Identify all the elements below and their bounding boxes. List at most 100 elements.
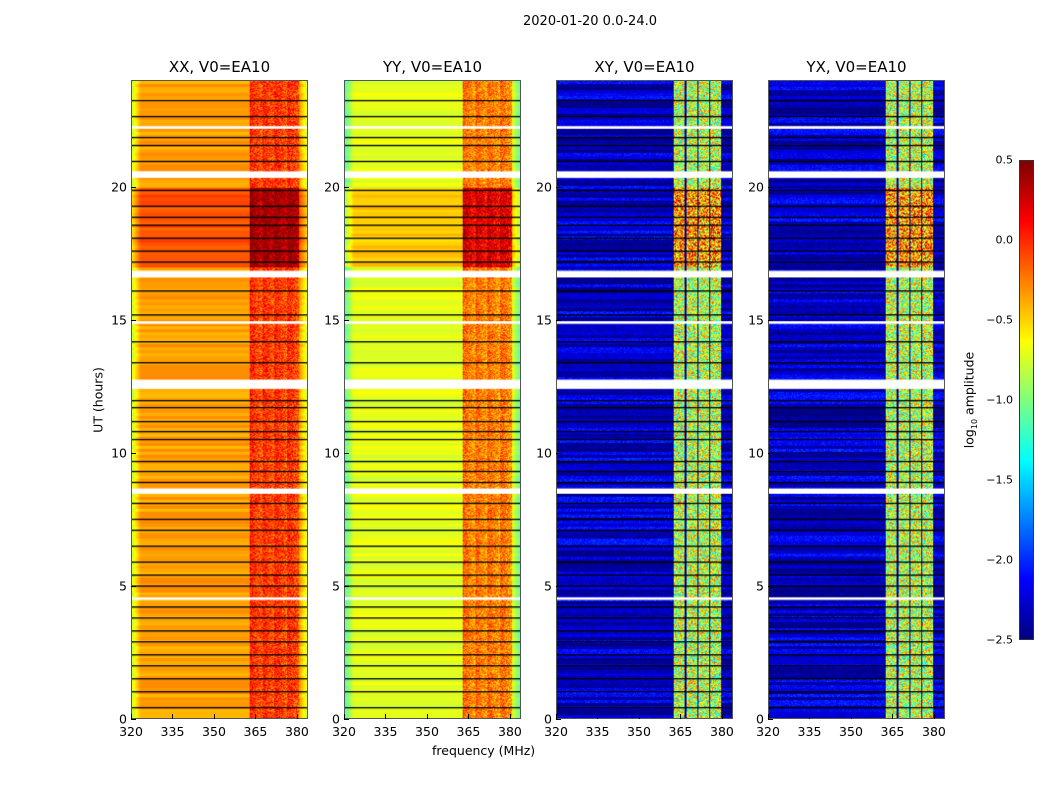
y-tick-label: 0 <box>544 711 552 727</box>
y-tick-label: 15 <box>111 312 127 328</box>
y-tick-mark <box>131 585 136 587</box>
x-tick-mark <box>638 714 640 719</box>
x-tick-label: 365 <box>668 724 693 739</box>
x-tick-label: 335 <box>797 724 822 739</box>
x-tick-mark <box>172 714 174 719</box>
panel-title: YY, V0=EA10 <box>382 58 483 76</box>
y-tick-mark <box>556 452 561 454</box>
x-tick-mark <box>468 714 470 719</box>
heatmap-image <box>557 81 732 718</box>
panel-title: YX, V0=EA10 <box>806 58 907 76</box>
heatmap-image <box>132 81 307 718</box>
y-tick-label: 10 <box>748 445 764 461</box>
y-tick-mark <box>768 186 773 188</box>
x-tick-mark <box>892 714 894 719</box>
y-tick-mark <box>131 452 136 454</box>
x-tick-label: 320 <box>119 724 143 739</box>
y-tick-label: 0 <box>332 711 340 727</box>
y-tick-mark <box>768 719 773 720</box>
colorbar-label-sub: 10 <box>969 418 979 430</box>
x-tick-mark <box>556 714 557 719</box>
y-tick-mark <box>131 186 136 188</box>
y-tick-label: 0 <box>756 711 764 727</box>
x-tick-mark <box>344 714 345 719</box>
y-tick-label: 15 <box>748 312 764 328</box>
x-tick-label: 350 <box>415 724 439 739</box>
x-tick-mark <box>850 714 852 719</box>
colorbar-label-main: log <box>961 429 977 449</box>
y-tick-mark <box>768 452 773 454</box>
y-tick-label: 20 <box>111 179 127 194</box>
x-tick-mark <box>933 714 935 719</box>
x-axis-label: frequency (MHz) <box>432 743 536 758</box>
y-tick-label: 20 <box>748 179 764 194</box>
colorbar-tick-label: −2.0 <box>986 553 1013 567</box>
colorbar-label: log10 amplitude <box>961 352 979 448</box>
heatmap-panel <box>131 80 308 719</box>
y-tick-label: 15 <box>536 312 552 328</box>
x-tick-mark <box>131 714 132 719</box>
y-tick-label: 15 <box>324 312 340 328</box>
colorbar-gradient <box>1020 161 1033 639</box>
y-tick-mark <box>131 719 136 720</box>
x-tick-mark <box>213 714 215 719</box>
x-tick-label: 335 <box>373 724 398 739</box>
x-tick-label: 380 <box>710 724 734 739</box>
y-tick-mark <box>344 186 349 188</box>
x-tick-mark <box>426 714 428 719</box>
colorbar-tick-label: 0.5 <box>995 153 1014 167</box>
y-tick-label: 5 <box>119 578 127 594</box>
x-tick-label: 320 <box>756 724 780 739</box>
x-tick-label: 380 <box>922 724 946 739</box>
figure-title: 2020-01-20 0.0-24.0 <box>523 14 657 29</box>
x-tick-label: 365 <box>880 724 905 739</box>
heatmap-panel <box>768 80 945 719</box>
x-tick-mark <box>296 714 298 719</box>
y-tick-mark <box>556 719 561 720</box>
y-tick-label: 5 <box>544 578 552 594</box>
y-tick-mark <box>556 585 561 587</box>
x-tick-label: 335 <box>160 724 185 739</box>
y-tick-mark <box>344 719 349 720</box>
x-tick-label: 380 <box>498 724 522 739</box>
y-tick-label: 10 <box>536 445 552 461</box>
x-tick-label: 350 <box>839 724 863 739</box>
y-tick-mark <box>344 585 349 587</box>
x-tick-label: 320 <box>332 724 356 739</box>
y-tick-label: 10 <box>111 445 127 461</box>
colorbar-tick-label: −1.0 <box>986 393 1013 407</box>
panel-title: XX, V0=EA10 <box>168 58 271 76</box>
colorbar-tick-label: 0.0 <box>995 233 1014 247</box>
y-tick-label: 20 <box>536 179 552 194</box>
x-tick-mark <box>509 714 511 719</box>
y-tick-label: 10 <box>324 445 340 461</box>
x-tick-label: 380 <box>285 724 309 739</box>
y-tick-mark <box>768 319 773 321</box>
x-tick-label: 350 <box>202 724 226 739</box>
heatmap-image <box>769 81 944 718</box>
heatmap-image <box>345 81 520 718</box>
colorbar-label-rest: amplitude <box>961 351 977 419</box>
heatmap-panel <box>556 80 733 719</box>
y-tick-label: 0 <box>119 711 127 727</box>
x-tick-mark <box>768 714 769 719</box>
panel-title: XY, V0=EA10 <box>594 58 695 76</box>
y-tick-mark <box>131 319 136 321</box>
y-tick-mark <box>556 186 561 188</box>
colorbar-tick-label: −0.5 <box>986 313 1013 327</box>
x-tick-label: 365 <box>243 724 268 739</box>
x-tick-mark <box>721 714 723 719</box>
y-axis-label: UT (hours) <box>90 367 106 433</box>
heatmap-panel <box>344 80 521 719</box>
y-tick-label: 20 <box>324 179 340 194</box>
x-tick-label: 350 <box>627 724 651 739</box>
x-tick-mark <box>597 714 599 719</box>
x-tick-mark <box>255 714 257 719</box>
y-tick-label: 5 <box>756 578 764 594</box>
x-tick-mark <box>680 714 682 719</box>
x-tick-label: 335 <box>585 724 610 739</box>
y-tick-mark <box>344 452 349 454</box>
x-tick-label: 365 <box>456 724 481 739</box>
x-tick-mark <box>809 714 811 719</box>
